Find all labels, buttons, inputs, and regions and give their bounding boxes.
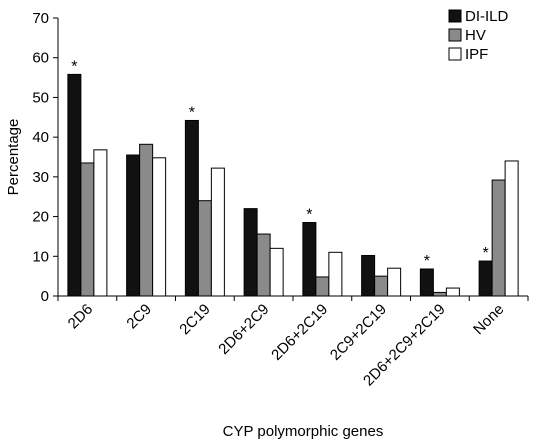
y-tick-label: 0: [41, 288, 49, 305]
y-tick-label: 60: [32, 50, 49, 67]
bar-ipf: [152, 157, 167, 297]
bar-hv: [256, 233, 271, 297]
bar-ipf: [387, 267, 402, 297]
plot-area: 0 10 20 30 40 50 60 70 2D6 2C9 2C19 2D6+2C92D6+2C19…: [32, 8, 529, 389]
significance-star: *: [483, 245, 489, 262]
x-tick-label: 2D6+2C19: [268, 301, 331, 364]
legend-label: IPF: [465, 46, 488, 63]
bar-ipf: [504, 160, 519, 297]
y-tick-label: 10: [32, 248, 49, 265]
y-tick-label: 30: [32, 169, 49, 186]
bar-di-ild: [478, 260, 493, 297]
bar-di-ild: [419, 268, 434, 297]
bar-di-ild: [67, 73, 82, 297]
bar-hv: [491, 179, 506, 297]
y-tick-label: 40: [32, 129, 49, 146]
bar-di-ild: [184, 119, 199, 297]
bar-ipf: [445, 287, 460, 297]
bar-di-ild: [361, 254, 376, 297]
bar-hv: [315, 276, 330, 297]
legend-swatch: [448, 47, 462, 61]
y-tick-label: 70: [32, 10, 49, 27]
bar-ipf: [269, 247, 284, 297]
x-tick-label: 2C9+2C19: [327, 301, 390, 364]
bar-hv: [139, 143, 154, 297]
bar-hv: [374, 275, 389, 297]
bar-hv: [197, 200, 212, 297]
legend-swatch: [448, 9, 462, 23]
x-tick-label: 2C19: [176, 301, 213, 338]
legend-label: DI-ILD: [465, 8, 509, 25]
bar-hv: [80, 162, 95, 297]
significance-star: *: [424, 253, 430, 270]
x-tick-label: 2D6+2C9: [215, 301, 272, 358]
bar-di-ild: [302, 222, 317, 297]
significance-star: *: [189, 104, 195, 121]
y-axis-label: Percentage: [5, 119, 22, 196]
significance-star: *: [306, 207, 312, 224]
significance-star: *: [71, 58, 77, 75]
x-tick-label: 2D6: [65, 301, 96, 332]
bar-di-ild: [126, 154, 141, 297]
bar-di-ild: [243, 208, 258, 297]
bar-ipf: [210, 167, 225, 297]
y-tick-label: 20: [32, 209, 49, 226]
x-tick-label: 2C9: [123, 301, 154, 332]
bar-ipf: [328, 251, 343, 297]
bar-ipf: [93, 149, 108, 297]
x-tick-label: None: [470, 301, 507, 338]
legend-swatch: [448, 28, 462, 42]
bar-hv: [432, 291, 447, 297]
legend-label: HV: [465, 27, 486, 44]
x-axis-label: CYP polymorphic genes: [223, 423, 384, 440]
y-tick-label: 50: [32, 89, 49, 106]
